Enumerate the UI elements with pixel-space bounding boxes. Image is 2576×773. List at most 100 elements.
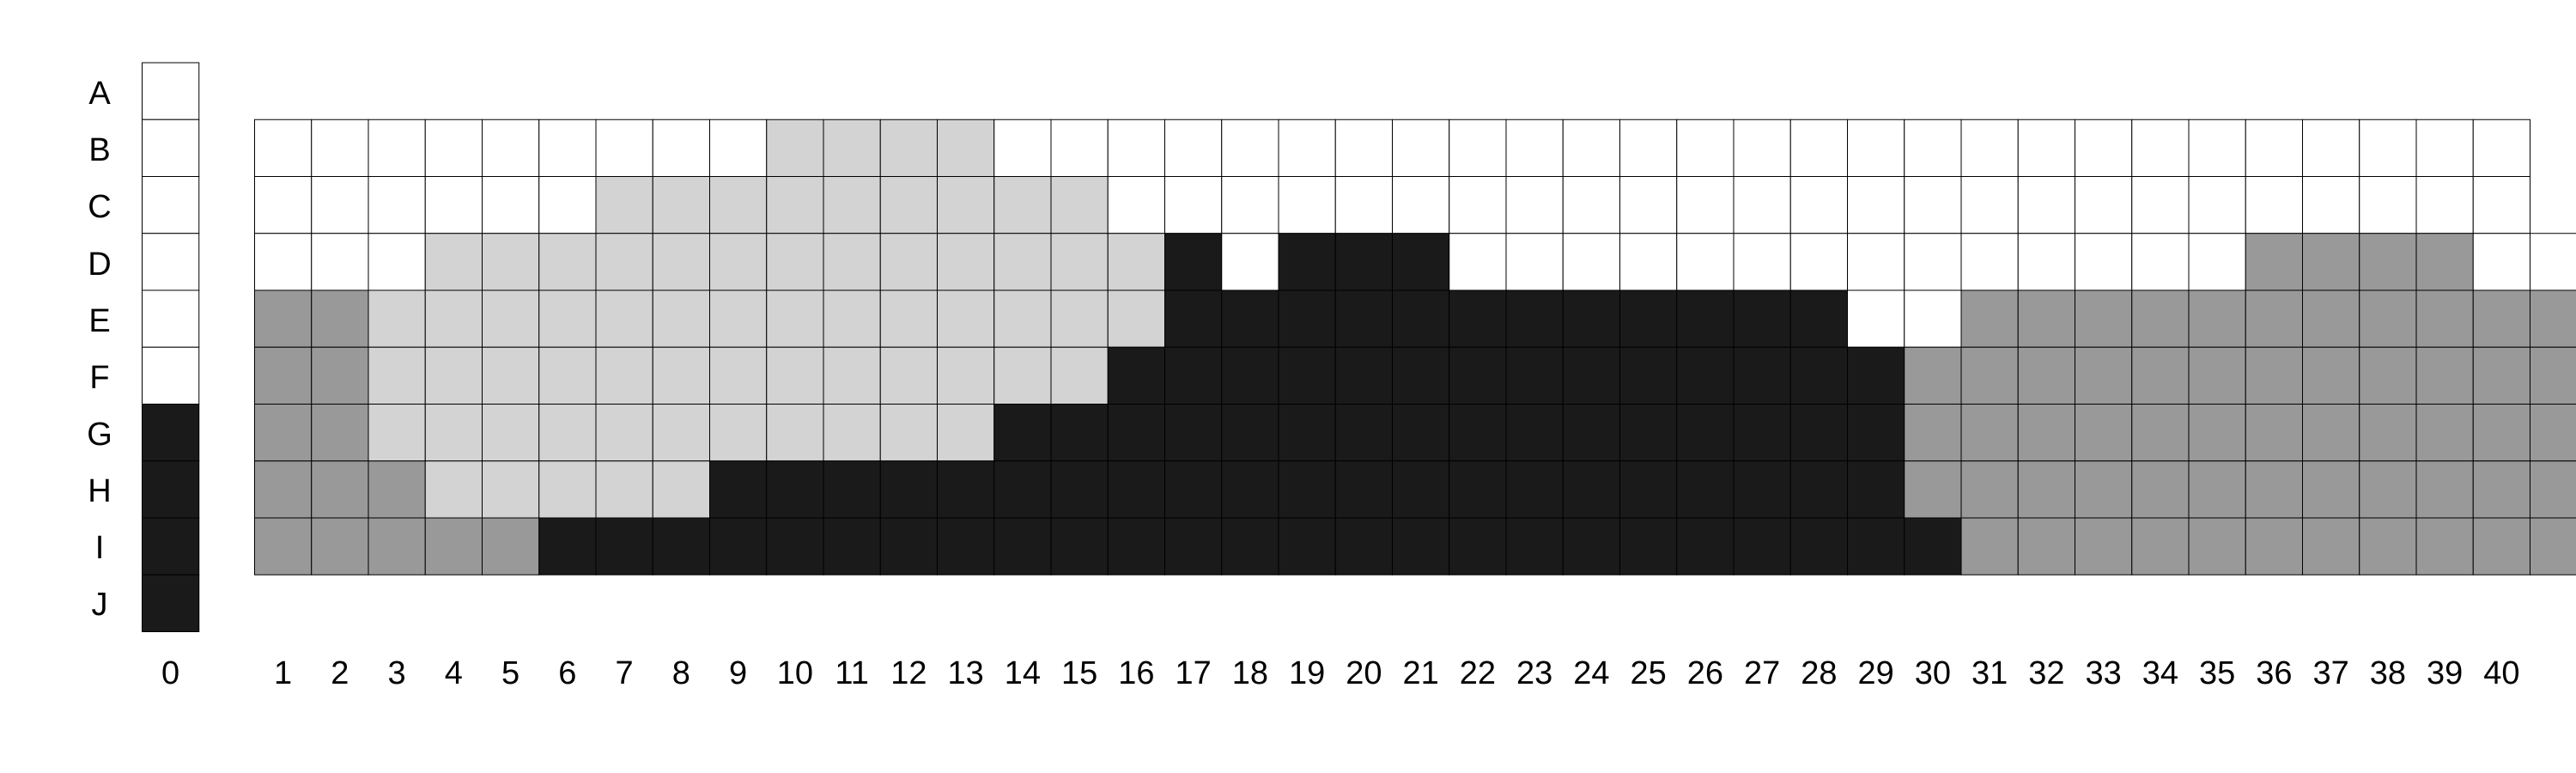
cell-e16: [1107, 289, 1165, 348]
cell-e34: [2131, 289, 2190, 348]
cell-i32: [2017, 517, 2075, 575]
cell-b32: [2017, 119, 2075, 177]
row-label-c: C: [88, 189, 111, 225]
column-label-27: 27: [1744, 655, 1780, 691]
cell-g26: [1676, 404, 1735, 462]
cell-e6: [538, 289, 597, 348]
cell-d39: [2415, 233, 2474, 291]
cell-g27: [1733, 404, 1791, 462]
cell-h41: [2530, 460, 2576, 519]
cell-b26: [1676, 119, 1735, 177]
cell-b1: [254, 119, 313, 177]
cell-f41: [2530, 346, 2576, 405]
cell-h39: [2415, 460, 2474, 519]
cell-f21: [1392, 346, 1450, 405]
cell-d1: [254, 233, 313, 291]
cell-d6: [538, 233, 597, 291]
column-label-14: 14: [1005, 655, 1041, 691]
cell-g13: [937, 404, 995, 462]
cell-f30: [1904, 346, 1962, 405]
cell-i6: [538, 517, 597, 575]
cell-d29: [1847, 233, 1905, 291]
cell-e31: [1960, 289, 2019, 348]
cell-b8: [652, 119, 710, 177]
column-label-39: 39: [2427, 655, 2463, 691]
cell-e24: [1562, 289, 1620, 348]
cell-i33: [2075, 517, 2133, 575]
cell-f36: [2245, 346, 2303, 405]
column-label-16: 16: [1118, 655, 1154, 691]
cell-c39: [2415, 176, 2474, 234]
cell-e35: [2188, 289, 2246, 348]
cell-a0: [142, 62, 200, 120]
cell-h36: [2245, 460, 2303, 519]
cell-g11: [823, 404, 881, 462]
cell-f32: [2017, 346, 2075, 405]
cell-i25: [1619, 517, 1678, 575]
column-label-10: 10: [777, 655, 813, 691]
cell-j0: [142, 574, 200, 632]
column-label-20: 20: [1346, 655, 1382, 691]
cell-h30: [1904, 460, 1962, 519]
cell-e32: [2017, 289, 2075, 348]
column-label-22: 22: [1460, 655, 1496, 691]
cell-h20: [1334, 460, 1393, 519]
cell-d18: [1221, 233, 1279, 291]
cell-g29: [1847, 404, 1905, 462]
cell-g36: [2245, 404, 2303, 462]
cell-c10: [766, 176, 824, 234]
cell-h23: [1505, 460, 1564, 519]
cell-f34: [2131, 346, 2190, 405]
cell-b31: [1960, 119, 2019, 177]
cell-g7: [595, 404, 653, 462]
cell-d17: [1164, 233, 1223, 291]
cell-h21: [1392, 460, 1450, 519]
cell-b18: [1221, 119, 1279, 177]
cell-d13: [937, 233, 995, 291]
cell-c8: [652, 176, 710, 234]
column-label-4: 4: [445, 655, 463, 691]
cell-e8: [652, 289, 710, 348]
cell-c16: [1107, 176, 1165, 234]
row-label-j: J: [92, 587, 108, 623]
cell-f20: [1334, 346, 1393, 405]
cell-h16: [1107, 460, 1165, 519]
cell-d5: [482, 233, 540, 291]
cell-h22: [1449, 460, 1507, 519]
cell-c22: [1449, 176, 1507, 234]
cell-c38: [2359, 176, 2417, 234]
row-label-d: D: [88, 247, 111, 283]
cell-f23: [1505, 346, 1564, 405]
cell-i40: [2472, 517, 2530, 575]
cell-h12: [879, 460, 938, 519]
cell-e3: [368, 289, 426, 348]
cell-h28: [1789, 460, 1848, 519]
cell-d27: [1733, 233, 1791, 291]
row-label-e: E: [88, 303, 110, 339]
cell-g24: [1562, 404, 1620, 462]
row-label-h: H: [88, 473, 111, 509]
cell-i18: [1221, 517, 1279, 575]
cell-b17: [1164, 119, 1223, 177]
cell-d40: [2472, 233, 2530, 291]
cell-c2: [311, 176, 369, 234]
cell-b24: [1562, 119, 1620, 177]
cell-d12: [879, 233, 938, 291]
cell-b12: [879, 119, 938, 177]
cell-e2: [311, 289, 369, 348]
cell-f28: [1789, 346, 1848, 405]
cell-c35: [2188, 176, 2246, 234]
cell-i1: [254, 517, 313, 575]
cell-h34: [2131, 460, 2190, 519]
cell-d33: [2075, 233, 2133, 291]
cell-g18: [1221, 404, 1279, 462]
cell-h31: [1960, 460, 2019, 519]
column-label-12: 12: [890, 655, 927, 691]
cell-h32: [2017, 460, 2075, 519]
cell-h14: [993, 460, 1052, 519]
cell-e25: [1619, 289, 1678, 348]
cell-b0: [142, 119, 200, 177]
cell-g17: [1164, 404, 1223, 462]
cell-c18: [1221, 176, 1279, 234]
cell-d34: [2131, 233, 2190, 291]
